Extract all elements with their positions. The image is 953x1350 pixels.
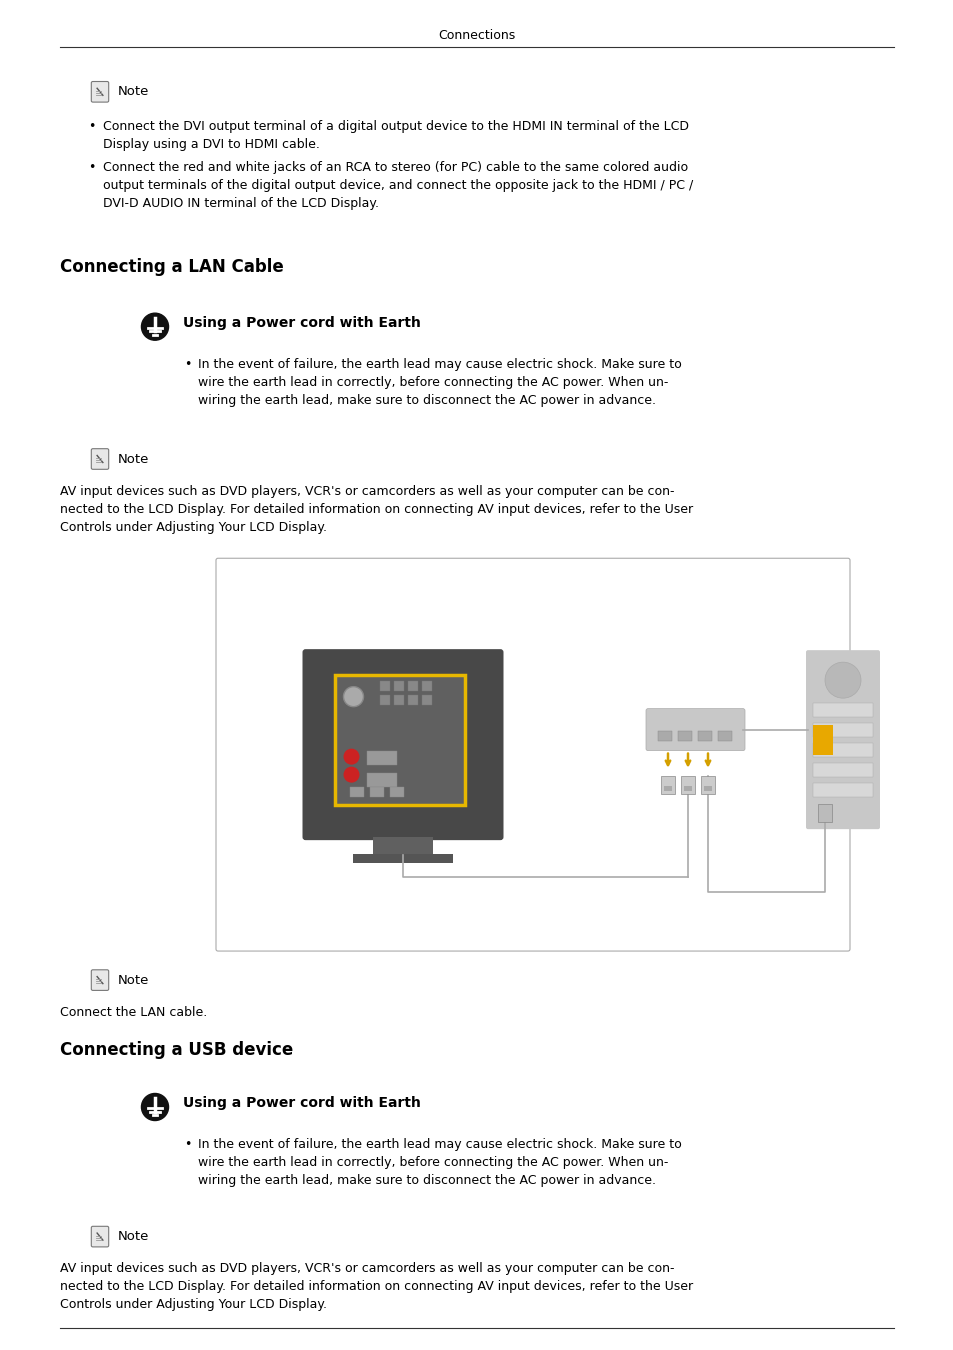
Bar	[680, 776, 695, 794]
Bar	[395, 680, 404, 691]
Bar	[335, 675, 465, 805]
Bar	[367, 772, 397, 787]
Text: •: •	[89, 161, 95, 174]
Text: Connecting a USB device: Connecting a USB device	[60, 1041, 293, 1060]
Bar	[812, 725, 832, 755]
Circle shape	[141, 313, 169, 340]
Bar	[678, 730, 691, 741]
FancyBboxPatch shape	[91, 969, 109, 991]
Text: In the event of failure, the earth lead may cause electric shock. Make sure to
w: In the event of failure, the earth lead …	[198, 1138, 681, 1187]
Text: •: •	[89, 120, 95, 134]
Text: Connect the DVI output terminal of a digital output device to the HDMI IN termin: Connect the DVI output terminal of a dig…	[103, 120, 688, 151]
Bar	[367, 751, 397, 764]
Circle shape	[141, 1094, 169, 1120]
FancyBboxPatch shape	[805, 651, 879, 829]
Circle shape	[343, 767, 359, 783]
Text: •: •	[184, 1138, 192, 1152]
FancyBboxPatch shape	[91, 81, 109, 103]
Text: Note: Note	[118, 85, 150, 99]
Bar	[380, 695, 390, 705]
Bar	[422, 680, 432, 691]
Bar	[703, 786, 711, 791]
Bar	[698, 730, 711, 741]
Bar	[408, 680, 418, 691]
Circle shape	[343, 687, 363, 706]
Text: In the event of failure, the earth lead may cause electric shock. Make sure to
w: In the event of failure, the earth lead …	[198, 358, 681, 406]
FancyBboxPatch shape	[91, 1226, 109, 1247]
Bar	[370, 787, 384, 796]
Text: Note: Note	[118, 973, 150, 987]
Bar	[812, 724, 872, 737]
Bar	[812, 763, 872, 778]
Text: Connect the red and white jacks of an RCA to stereo (for PC) cable to the same c: Connect the red and white jacks of an RC…	[103, 161, 693, 209]
Text: •: •	[184, 358, 192, 371]
Text: Note: Note	[118, 1230, 150, 1243]
Bar	[812, 703, 872, 717]
Circle shape	[343, 749, 359, 764]
Bar	[350, 787, 364, 796]
FancyBboxPatch shape	[302, 649, 503, 840]
Bar	[660, 776, 675, 794]
Text: Connect the LAN cable.: Connect the LAN cable.	[60, 1006, 207, 1019]
Text: Connecting a LAN Cable: Connecting a LAN Cable	[60, 258, 283, 277]
Bar	[353, 855, 453, 863]
Bar	[683, 786, 691, 791]
FancyBboxPatch shape	[215, 559, 849, 950]
Bar	[812, 743, 872, 757]
Text: AV input devices such as DVD players, VCR's or camcorders as well as your comput: AV input devices such as DVD players, VC…	[60, 485, 693, 533]
Bar	[422, 695, 432, 705]
FancyBboxPatch shape	[645, 709, 744, 751]
Bar	[817, 805, 831, 822]
Bar	[390, 787, 404, 796]
Bar	[700, 776, 714, 794]
Bar	[718, 730, 731, 741]
Bar	[663, 786, 671, 791]
Text: AV input devices such as DVD players, VCR's or camcorders as well as your comput: AV input devices such as DVD players, VC…	[60, 1262, 693, 1311]
Text: Note: Note	[118, 452, 150, 466]
Bar	[812, 783, 872, 796]
Text: Using a Power cord with Earth: Using a Power cord with Earth	[183, 316, 420, 329]
FancyBboxPatch shape	[91, 448, 109, 470]
Bar	[380, 680, 390, 691]
Bar	[408, 695, 418, 705]
Text: Using a Power cord with Earth: Using a Power cord with Earth	[183, 1096, 420, 1110]
Bar	[395, 695, 404, 705]
Bar	[658, 730, 671, 741]
Bar	[373, 837, 433, 855]
Circle shape	[824, 662, 861, 698]
Text: Connections: Connections	[438, 28, 515, 42]
